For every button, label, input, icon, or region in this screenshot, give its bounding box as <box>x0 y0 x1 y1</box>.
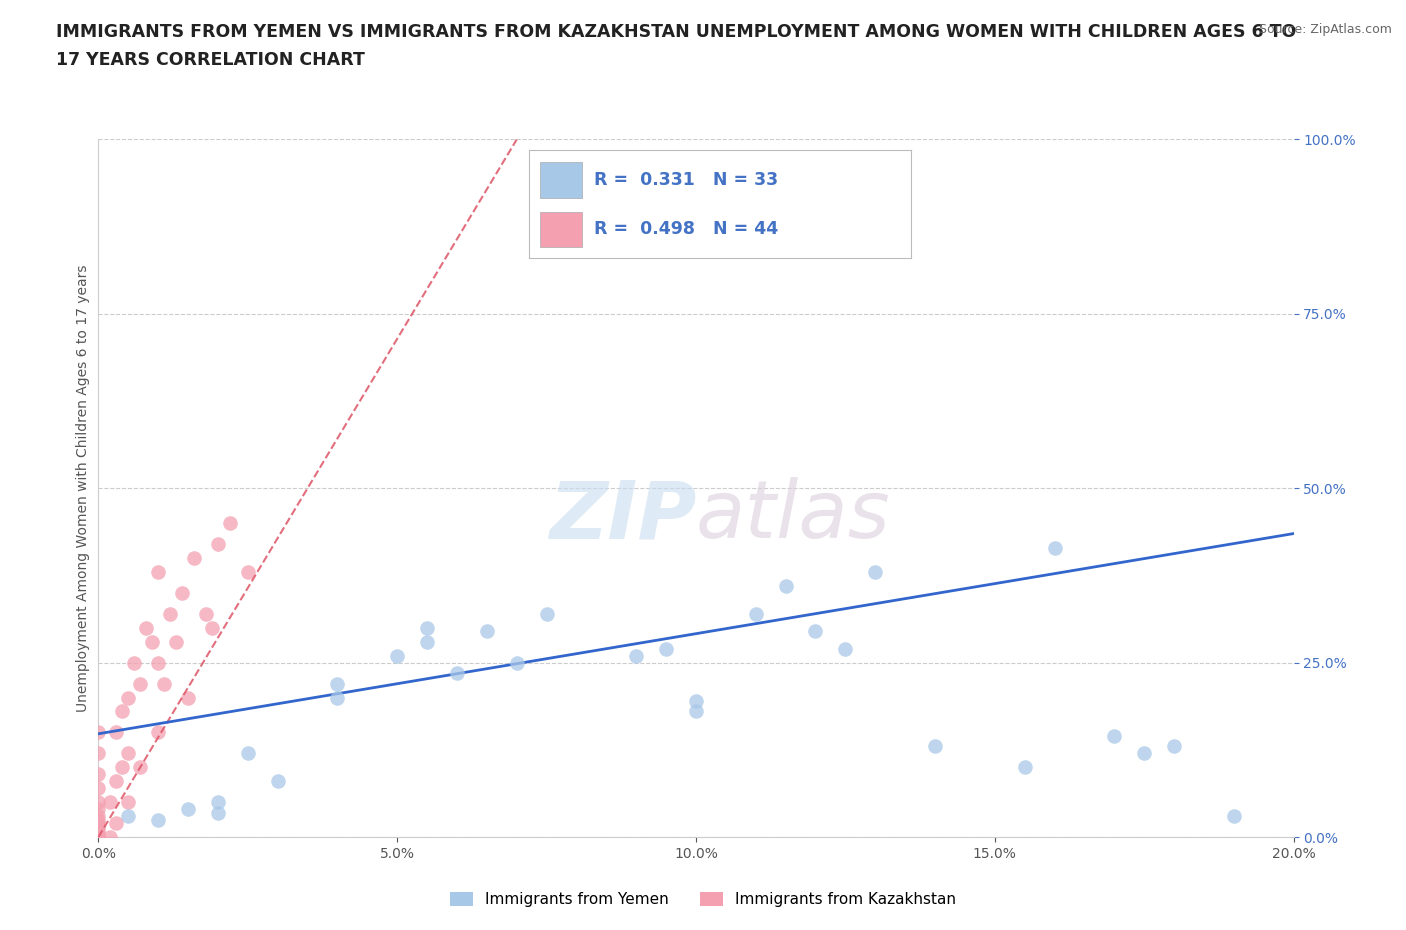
Text: ZIP: ZIP <box>548 477 696 555</box>
Point <box>87 826 110 841</box>
Point <box>98 830 122 844</box>
Point <box>194 606 218 621</box>
Point <box>87 830 110 844</box>
Text: IMMIGRANTS FROM YEMEN VS IMMIGRANTS FROM KAZAKHSTAN UNEMPLOYMENT AMONG WOMEN WIT: IMMIGRANTS FROM YEMEN VS IMMIGRANTS FROM… <box>56 23 1296 41</box>
Point <box>655 642 678 657</box>
Point <box>219 515 242 530</box>
Point <box>159 606 181 621</box>
Point <box>117 746 139 761</box>
Point <box>111 760 134 775</box>
Point <box>865 565 887 579</box>
Point <box>148 725 170 740</box>
Point <box>98 794 122 809</box>
Point <box>924 738 946 753</box>
Point <box>1133 746 1156 761</box>
Text: Source: ZipAtlas.com: Source: ZipAtlas.com <box>1258 23 1392 36</box>
Point <box>87 823 110 837</box>
Point <box>1163 738 1185 753</box>
Point <box>117 794 139 809</box>
Point <box>87 816 110 830</box>
Point <box>172 586 194 601</box>
Point <box>207 537 229 551</box>
Point <box>446 666 468 681</box>
Point <box>87 812 110 827</box>
Point <box>87 725 110 740</box>
Point <box>135 620 157 635</box>
Point <box>148 812 170 827</box>
Point <box>141 634 163 649</box>
Point <box>87 781 110 796</box>
Point <box>416 634 439 649</box>
Point <box>624 648 647 663</box>
Point <box>416 620 439 635</box>
Point <box>385 648 409 663</box>
Point <box>148 655 170 670</box>
Point <box>87 830 110 844</box>
Y-axis label: Unemployment Among Women with Children Ages 6 to 17 years: Unemployment Among Women with Children A… <box>76 264 90 712</box>
Point <box>236 746 259 761</box>
Point <box>326 690 349 705</box>
Text: 17 YEARS CORRELATION CHART: 17 YEARS CORRELATION CHART <box>56 51 366 69</box>
Point <box>87 809 110 824</box>
Point <box>267 774 290 789</box>
Point <box>111 704 134 719</box>
Point <box>87 746 110 761</box>
Point <box>177 802 200 817</box>
Point <box>87 819 110 834</box>
Point <box>1043 540 1066 555</box>
Point <box>1014 760 1036 775</box>
Point <box>236 565 259 579</box>
Point <box>87 766 110 781</box>
Point <box>148 565 170 579</box>
Point <box>117 809 139 824</box>
Legend: Immigrants from Yemen, Immigrants from Kazakhstan: Immigrants from Yemen, Immigrants from K… <box>444 885 962 913</box>
Point <box>207 805 229 820</box>
Point <box>1104 728 1126 743</box>
Point <box>804 624 827 639</box>
Point <box>105 816 128 830</box>
Point <box>129 760 152 775</box>
Point <box>129 676 152 691</box>
Point <box>685 694 707 709</box>
Point <box>506 655 529 670</box>
Point <box>165 634 187 649</box>
Point <box>87 802 110 817</box>
Point <box>326 676 349 691</box>
Point <box>775 578 797 593</box>
Point <box>87 830 110 844</box>
Point <box>201 620 224 635</box>
Point <box>834 642 856 657</box>
Point <box>105 774 128 789</box>
Point <box>153 676 176 691</box>
Point <box>1223 809 1246 824</box>
Point <box>183 551 205 565</box>
Point <box>207 794 229 809</box>
Point <box>124 655 146 670</box>
Point <box>177 690 200 705</box>
Point <box>87 794 110 809</box>
Point <box>714 230 737 245</box>
Point <box>685 704 707 719</box>
Point <box>105 725 128 740</box>
Point <box>117 690 139 705</box>
Text: atlas: atlas <box>696 477 891 555</box>
Point <box>745 606 768 621</box>
Point <box>536 606 558 621</box>
Point <box>475 624 498 639</box>
